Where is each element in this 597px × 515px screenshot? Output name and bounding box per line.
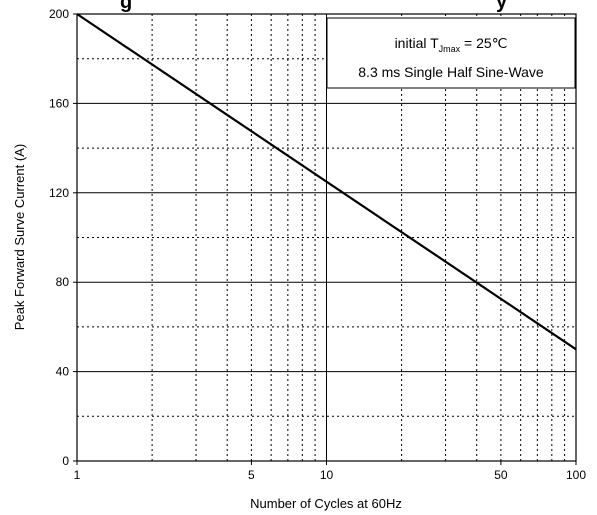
x-tick-label: 5 [248, 468, 255, 482]
chart-title-fragment-right: y [496, 0, 508, 13]
x-tick-label: 50 [494, 468, 508, 482]
y-tick-label: 80 [56, 275, 70, 289]
annotation-box: initial TJmax = 25℃ 8.3 ms Single Half S… [326, 17, 576, 89]
series-line [76, 13, 577, 351]
annotation-line-1: initial TJmax = 25℃ [395, 35, 508, 54]
annotation-frame [326, 17, 576, 89]
annotation-line-2: 8.3 ms Single Half Sine-Wave [358, 64, 544, 80]
y-tick-label: 0 [62, 454, 69, 468]
x-tick-label: 1 [74, 468, 81, 482]
y-tick-label: 160 [49, 96, 69, 110]
tick-labels: 1 5 10 50 100 0 40 80 120 160 200 [49, 7, 586, 482]
y-tick-label: 120 [49, 186, 69, 200]
x-tick-label: 10 [320, 468, 334, 482]
chart-title-fragment-left: g [120, 0, 132, 13]
y-tick-label: 200 [49, 7, 69, 21]
y-axis-title: Peak Forward Surve Current (A) [12, 144, 27, 330]
y-tick-label: 40 [56, 365, 70, 379]
x-tick-label: 100 [566, 468, 586, 482]
series-layer [76, 13, 577, 351]
x-axis-title: Number of Cycles at 60Hz [250, 496, 402, 511]
